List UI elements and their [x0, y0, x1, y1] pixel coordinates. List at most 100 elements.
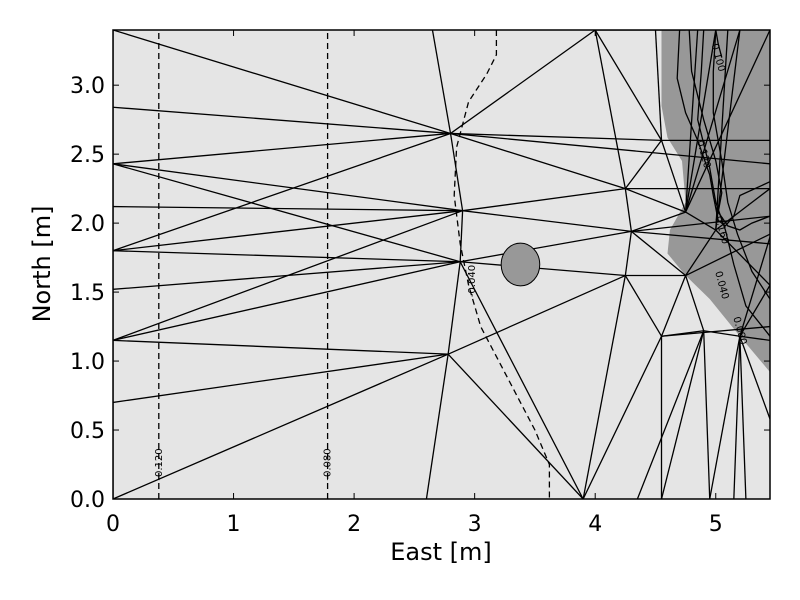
mesh-edge — [709, 336, 741, 499]
y-tick-label: 0.5 — [70, 419, 105, 444]
mesh-edge — [582, 335, 663, 499]
mesh-edge — [113, 205, 463, 212]
mesh-edge — [113, 30, 451, 135]
x-tick-label: 4 — [588, 512, 602, 537]
mesh-edge — [739, 336, 770, 420]
mesh-edge — [594, 30, 663, 141]
mesh-edge — [624, 231, 633, 276]
x-axis-ticks: 0 1 2 3 4 5 — [106, 30, 723, 537]
mesh-edge — [450, 132, 662, 142]
mesh-edge — [631, 215, 770, 233]
mesh-edge — [447, 353, 584, 499]
x-axis-title: East [m] — [390, 538, 492, 566]
mesh-edge — [113, 163, 463, 212]
x-tick-label: 1 — [227, 512, 241, 537]
mesh-edge — [447, 274, 626, 355]
x-tick-label: 0 — [106, 512, 120, 537]
mesh-edge — [113, 353, 449, 499]
contour-line — [676, 30, 770, 227]
mesh-edge — [684, 30, 741, 213]
mesh-edge — [685, 30, 770, 213]
mesh-edge — [625, 188, 686, 213]
contour-line — [453, 30, 551, 499]
mesh-edge — [450, 132, 770, 165]
mesh-edge — [450, 132, 626, 190]
mesh-edge — [113, 163, 461, 263]
y-tick-label: 1.5 — [70, 281, 105, 306]
mesh-edge — [684, 30, 717, 213]
mesh-edge — [636, 330, 705, 499]
plot-background — [113, 30, 770, 499]
ellipse-marker — [500, 242, 541, 287]
mesh-edge — [631, 211, 686, 233]
mesh-edge — [113, 353, 449, 404]
contour-line — [712, 30, 770, 300]
mesh-edge — [431, 30, 452, 134]
mesh-edge — [460, 230, 632, 263]
mesh-edge — [113, 132, 451, 165]
mesh-edge — [684, 30, 699, 213]
mesh-edge — [660, 330, 705, 499]
contour-lines — [158, 30, 770, 499]
y-tick-label: 2.0 — [70, 212, 105, 237]
mesh-edge — [113, 210, 463, 341]
mesh-edge — [660, 275, 687, 337]
mesh-edge — [654, 30, 663, 141]
mesh-edge — [733, 336, 741, 499]
contour-line — [688, 30, 770, 231]
mesh-edge — [113, 132, 451, 252]
x-tick-label: 3 — [468, 512, 482, 537]
contour-line — [697, 30, 770, 337]
mesh-edge — [624, 275, 663, 337]
mesh-edge — [739, 336, 747, 499]
mesh-edge — [582, 275, 626, 499]
contour-line — [715, 30, 723, 58]
mesh-edge — [113, 261, 461, 342]
y-tick-label: 0.0 — [70, 488, 105, 513]
mesh-edge — [113, 250, 461, 263]
mesh-edge — [113, 210, 463, 252]
x-tick-label: 5 — [709, 512, 723, 537]
y-tick-label: 2.5 — [70, 143, 105, 168]
y-tick-label: 3.0 — [70, 74, 105, 99]
mesh-edge — [113, 339, 449, 355]
x-tick-label: 2 — [347, 512, 361, 537]
mesh-edge — [450, 30, 596, 134]
mesh-edge — [449, 133, 464, 211]
mesh-edge — [459, 210, 464, 262]
mesh-edge — [447, 261, 461, 355]
mesh-edge — [624, 188, 633, 232]
mesh-edge — [739, 284, 770, 337]
mesh-edge — [715, 30, 741, 231]
y-tick-label: 1.0 — [70, 350, 105, 375]
y-axis-title: North [m] — [28, 206, 56, 323]
contour-label: -0.120 — [154, 448, 165, 480]
mesh-edges — [113, 30, 770, 499]
contour-label: -0.080 — [323, 448, 334, 480]
mesh-edge — [685, 229, 717, 276]
mesh-edge — [715, 30, 729, 231]
mesh-edge — [462, 210, 632, 233]
mesh-edge — [624, 139, 663, 190]
mesh-edge — [715, 188, 770, 231]
y-axis-ticks: 0.0 0.5 1.0 1.5 2.0 2.5 3.0 — [70, 74, 770, 513]
mesh-edge — [703, 330, 711, 499]
mesh-edge — [594, 30, 626, 189]
mesh-edge — [685, 211, 717, 231]
mesh-edge — [425, 354, 449, 499]
mesh-edge — [462, 187, 626, 212]
mesh-edge — [631, 230, 770, 245]
mesh-edge — [715, 229, 770, 286]
mesh-edge — [661, 325, 770, 337]
mesh-edge — [459, 261, 584, 499]
mesh-edge — [739, 335, 770, 342]
mesh-edge — [685, 233, 770, 277]
mesh-edge — [684, 275, 705, 331]
mesh-edge — [739, 236, 770, 337]
mesh-edge — [113, 106, 451, 135]
mesh-edge — [460, 261, 626, 277]
plot-frame — [112, 29, 771, 500]
mesh-edge — [630, 230, 687, 277]
contour-label: -0.040 — [467, 265, 478, 297]
